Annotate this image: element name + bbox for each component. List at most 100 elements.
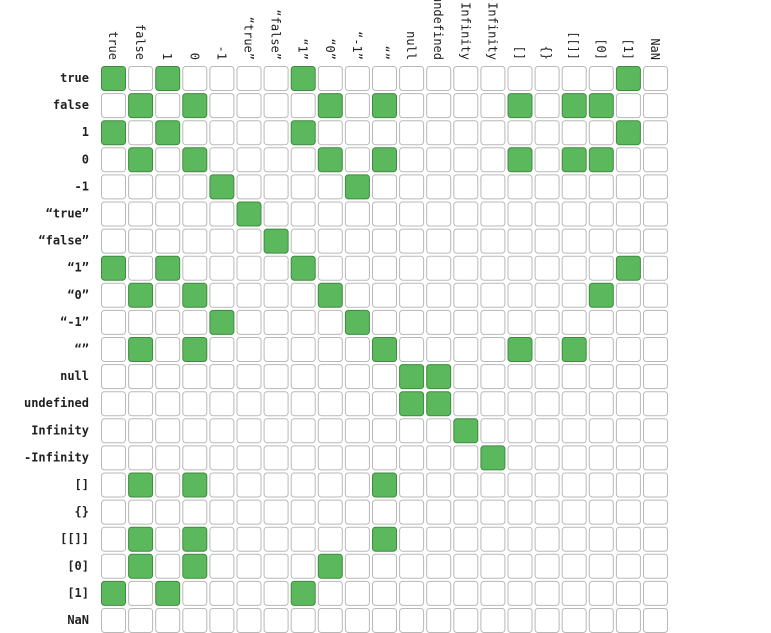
matrix-cell-r4-c3: [182, 174, 208, 200]
matrix-cell-r18-c16: [534, 553, 560, 579]
matrix-cell-r11-c6: [263, 364, 289, 390]
matrix-cell-r5-c9: [344, 201, 370, 227]
matrix-cell-r4-c13: [453, 174, 479, 200]
matrix-cell-r12-c3: [182, 391, 208, 417]
matrix-cell-r16-c19: [615, 499, 641, 525]
matrix-cell-r6-c16: [534, 228, 560, 254]
matrix-cell-r2-c0: [101, 120, 126, 146]
matrix-cell-r13-c15: [507, 418, 533, 444]
matrix-cell-r5-c16: [534, 201, 560, 227]
matrix-cell-r14-c3: [182, 445, 208, 471]
matrix-cell-r10-c18: [588, 337, 614, 362]
matrix-cell-r20-c7: [290, 608, 316, 633]
matrix-cell-r3-c17: [561, 147, 587, 173]
row-label-undefined-12: undefined: [24, 396, 89, 410]
matrix-cell-r17-c8: [317, 526, 343, 552]
matrix-cell-r5-c6: [263, 201, 289, 227]
matrix-cell-r15-c20: [643, 472, 668, 498]
matrix-cell-r15-c15: [507, 472, 533, 498]
matrix-cell-r16-c13: [453, 499, 479, 525]
matrix-cell-r5-c13: [453, 201, 479, 227]
matrix-cell-r12-c8: [317, 391, 343, 417]
column-label-false-1: false: [133, 24, 147, 60]
matrix-cell-r10-c14: [480, 337, 506, 362]
matrix-cell-r9-c19: [615, 309, 641, 335]
matrix-cell-r19-c9: [344, 580, 370, 606]
matrix-cell-r0-c10: [372, 66, 397, 91]
matrix-cell-r0-c2: [155, 66, 181, 91]
matrix-cell-r14-c6: [263, 445, 289, 471]
matrix-cell-r11-c7: [290, 364, 316, 390]
matrix-cell-r7-c3: [182, 255, 208, 281]
matrix-cell-r17-c15: [507, 526, 533, 552]
row-label-1-2: 1: [82, 125, 89, 139]
matrix-cell-r10-c12: [426, 337, 452, 362]
matrix-cell-r15-c11: [399, 472, 425, 498]
matrix-cell-r8-c9: [344, 282, 370, 308]
matrix-cell-r18-c18: [588, 553, 614, 579]
matrix-cell-r17-c17: [561, 526, 587, 552]
matrix-cell-r8-c16: [534, 282, 560, 308]
matrix-cell-r14-c4: [209, 445, 235, 471]
matrix-cell-r13-c16: [534, 418, 560, 444]
matrix-cell-r2-c12: [426, 120, 452, 146]
matrix-cell-r11-c8: [317, 364, 343, 390]
row-label-null-11: null: [60, 369, 89, 383]
matrix-cell-r17-c4: [209, 526, 235, 552]
matrix-cell-r19-c0: [101, 580, 126, 606]
matrix-cell-r7-c15: [507, 255, 533, 281]
row-labels: true false 1 0 -1 “true” “false” “1” “0” “-1” “” nu…: [24, 71, 89, 627]
matrix-cell-r13-c7: [290, 418, 316, 444]
column-label-qfalseq-6: “false”: [269, 9, 283, 60]
matrix-cell-r6-c18: [588, 228, 614, 254]
matrix-cell-r18-c4: [209, 553, 235, 579]
matrix-cell-r12-c17: [561, 391, 587, 417]
matrix-cell-r6-c5: [236, 228, 262, 254]
row-label-qtrueq-5: “true”: [46, 207, 89, 221]
matrix-cell-r20-c9: [344, 608, 370, 633]
matrix-cell-r7-c8: [317, 255, 343, 281]
matrix-cell-r10-c4: [209, 337, 235, 362]
matrix-cell-r9-c2: [155, 309, 181, 335]
matrix-cell-r9-c10: [372, 309, 397, 335]
matrix-cell-r0-c9: [344, 66, 370, 91]
matrix-cell-r7-c16: [534, 255, 560, 281]
matrix-cell-r19-c19: [615, 580, 641, 606]
matrix-cell-r9-c0: [101, 309, 126, 335]
matrix-cell-r16-c5: [236, 499, 262, 525]
matrix-cell-r10-c1: [128, 337, 154, 362]
matrix-cell-r17-c14: [480, 526, 506, 552]
matrix-cell-r11-c11: [399, 364, 425, 390]
row-label-false-1: false: [53, 98, 89, 112]
matrix-cell-r0-c6: [263, 66, 289, 91]
matrix-cell-r19-c18: [588, 580, 614, 606]
matrix-cell-r9-c9: [344, 309, 370, 335]
matrix-cell-r2-c1: [128, 120, 154, 146]
matrix-cell-r17-c19: [615, 526, 641, 552]
matrix-cell-r20-c8: [317, 608, 343, 633]
column-label-0-18: [0]: [594, 38, 608, 60]
matrix-cell-r7-c2: [155, 255, 181, 281]
matrix-cell-r15-c1: [128, 472, 154, 498]
matrix-cell-r7-c6: [263, 255, 289, 281]
matrix-cell-r9-c15: [507, 309, 533, 335]
matrix-cell-r13-c1: [128, 418, 154, 444]
matrix-cell-r13-c18: [588, 418, 614, 444]
matrix-cell-r4-c9: [344, 174, 370, 200]
matrix-cell-r16-c6: [263, 499, 289, 525]
matrix-cell-r8-c7: [290, 282, 316, 308]
matrix-cell-r12-c14: [480, 391, 506, 417]
matrix-cell-r20-c10: [372, 608, 397, 633]
matrix-cell-r9-c6: [263, 309, 289, 335]
matrix-cell-r1-c18: [588, 93, 614, 119]
matrix-cell-r3-c5: [236, 147, 262, 173]
row-label-empty-16: {}: [75, 505, 89, 519]
matrix-cell-r20-c15: [507, 608, 533, 633]
matrix-cell-r15-c3: [182, 472, 208, 498]
matrix-cell-r10-c20: [643, 337, 668, 362]
matrix-cell-r16-c4: [209, 499, 235, 525]
matrix-cell-r19-c3: [182, 580, 208, 606]
matrix-cell-r18-c13: [453, 553, 479, 579]
matrix-cell-r20-c6: [263, 608, 289, 633]
matrix-cell-r11-c13: [453, 364, 479, 390]
